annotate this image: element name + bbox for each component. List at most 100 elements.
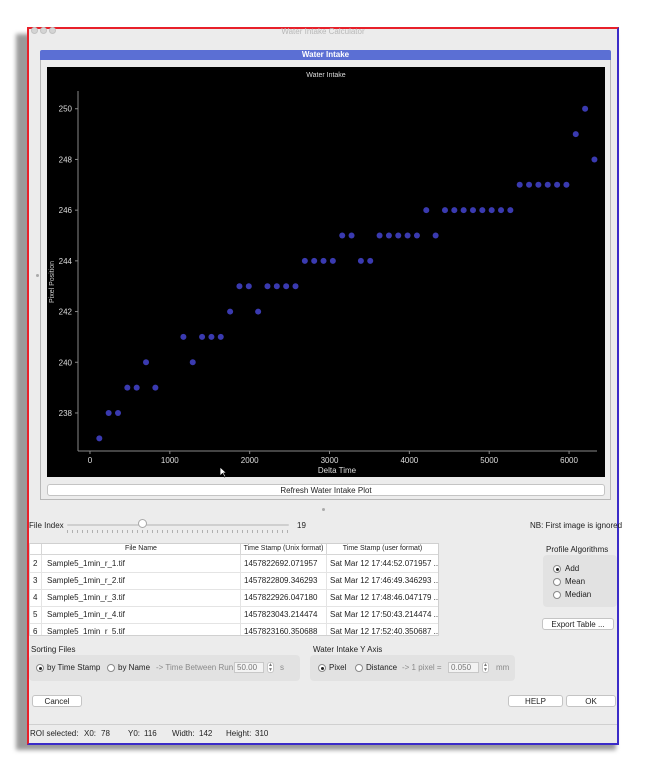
mean-option-label[interactable]: Mean <box>565 577 586 586</box>
data-point <box>357 257 364 264</box>
data-point <box>348 232 355 239</box>
sorting-files-title: Sorting Files <box>31 645 76 654</box>
roi-x0-label: X0: <box>84 729 97 738</box>
table-cell-user: Sat Mar 12 17:48:46.047179 ... <box>327 589 438 606</box>
roi-width-label: Width: <box>172 729 195 738</box>
by-time-stamp-label[interactable]: by Time Stamp <box>47 663 101 672</box>
y-tick-label: 240 <box>59 358 73 367</box>
roi-x0-value: 78 <box>101 729 110 738</box>
table-cell-name: Sample5_1min_r_3.tif <box>42 589 241 606</box>
by-name-label[interactable]: by Name <box>118 663 151 672</box>
distance-unit-label: mm <box>496 663 510 672</box>
pixel-radio[interactable] <box>318 664 326 672</box>
data-point <box>301 257 308 264</box>
data-point <box>236 283 243 290</box>
export-table-button[interactable]: Export Table ... <box>542 618 614 630</box>
add-option-label[interactable]: Add <box>565 564 580 573</box>
zoom-window-icon[interactable] <box>49 27 56 34</box>
data-point <box>488 207 495 214</box>
table-row[interactable]: 5 Sample5_1min_r_4.tif 1457823043.214474 Sa… <box>30 606 438 624</box>
file-index-slider[interactable] <box>67 524 289 526</box>
pixel-size-stepper[interactable]: ▲ ▼ <box>482 662 489 673</box>
help-button[interactable]: HELP <box>508 695 563 707</box>
scatter-plot[interactable]: Water Intake Delta Time Pixel Position 0… <box>47 67 605 477</box>
y-tick-label: 242 <box>59 308 73 317</box>
data-point <box>96 435 103 442</box>
time-between-run-label: -> Time Between Run <box>156 663 234 672</box>
data-point <box>460 207 467 214</box>
time-between-run-stepper[interactable]: ▲ ▼ <box>267 662 274 673</box>
table-cell-unix: 1457823160.350688 <box>241 623 327 635</box>
cancel-button[interactable]: Cancel <box>32 695 82 707</box>
x-tick-label: 3000 <box>321 456 339 465</box>
app-window: Water Intake Calculator Water Intake Wat… <box>27 27 623 745</box>
data-point <box>367 257 374 264</box>
data-point <box>413 232 420 239</box>
slider-knob[interactable] <box>137 519 147 528</box>
y-tick-label: 244 <box>59 257 73 266</box>
refresh-plot-button[interactable]: Refresh Water Intake Plot <box>47 484 605 496</box>
data-point <box>582 105 589 112</box>
mean-radio[interactable] <box>553 578 561 586</box>
pixel-size-input[interactable]: 0.050 <box>448 662 479 673</box>
data-point <box>264 283 271 290</box>
files-table[interactable]: File Name Time Stamp (Unix format) Time … <box>29 543 439 636</box>
x-axis-label: Delta Time <box>318 466 357 475</box>
time-between-run-input[interactable]: 50.00 <box>234 662 264 673</box>
time-unit-label: s <box>280 663 284 672</box>
first-image-note: NB: First image is ignored <box>530 521 623 530</box>
window-title: Water Intake Calculator <box>281 27 365 36</box>
data-point <box>554 181 561 188</box>
distance-radio[interactable] <box>355 664 363 672</box>
table-cell-name: Sample5_1min_r_5.tif <box>42 623 241 635</box>
column-header-file-name[interactable]: File Name <box>42 544 241 554</box>
splitter-handle-icon[interactable] <box>322 508 325 511</box>
column-header-user-time[interactable]: Time Stamp (user format) <box>327 544 438 554</box>
distance-option-label[interactable]: Distance <box>366 663 398 672</box>
data-point <box>432 232 439 239</box>
data-point <box>320 257 327 264</box>
table-row[interactable]: 3 Sample5_1min_r_2.tif 1457822809.346293 Sa… <box>30 572 438 590</box>
roi-selected-label: ROI selected: <box>30 729 79 738</box>
chart-svg: Water Intake Delta Time Pixel Position 0… <box>49 72 598 475</box>
median-radio[interactable] <box>553 591 561 599</box>
data-point <box>180 333 187 340</box>
table-row[interactable]: 2 Sample5_1min_r_1.tif 1457822692.071957 Sa… <box>30 555 438 573</box>
data-point <box>507 207 514 214</box>
data-point <box>339 232 346 239</box>
file-index-label: File Index <box>29 521 64 530</box>
close-window-icon[interactable] <box>31 27 38 34</box>
minimize-window-icon[interactable] <box>40 27 47 34</box>
table-cell-unix: 1457823043.214474 <box>241 606 327 623</box>
add-radio[interactable] <box>553 565 561 573</box>
roi-y0-label: Y0: <box>128 729 141 738</box>
column-header-unix-time[interactable]: Time Stamp (Unix format) <box>241 544 327 554</box>
data-point <box>498 207 505 214</box>
table-header: File Name Time Stamp (Unix format) Time … <box>30 544 438 555</box>
data-point <box>451 207 458 214</box>
median-option-label[interactable]: Median <box>565 590 592 599</box>
data-point <box>404 232 411 239</box>
data-point <box>591 156 598 163</box>
table-cell-user: Sat Mar 12 17:46:49.346293 ... <box>327 572 438 589</box>
pixel-option-label[interactable]: Pixel <box>329 663 347 672</box>
by-time-stamp-radio[interactable] <box>36 664 44 672</box>
by-name-radio[interactable] <box>107 664 115 672</box>
data-point <box>572 131 579 138</box>
x-tick-label: 2000 <box>241 456 259 465</box>
data-point <box>423 207 430 214</box>
data-point <box>143 359 150 366</box>
splitter-handle-icon[interactable] <box>36 274 39 277</box>
data-point <box>395 232 402 239</box>
ok-button[interactable]: OK <box>566 695 616 707</box>
table-cell-name: Sample5_1min_r_4.tif <box>42 606 241 623</box>
data-point <box>376 232 383 239</box>
y-tick-label: 250 <box>59 105 73 114</box>
sorting-files-panel: by Time Stamp by Name -> Time Between Ru… <box>29 655 300 681</box>
table-row[interactable]: 4 Sample5_1min_r_3.tif 1457822926.047180 Sa… <box>30 589 438 607</box>
table-cell-unix: 1457822692.071957 <box>241 555 327 572</box>
data-point <box>329 257 336 264</box>
x-tick-label: 4000 <box>400 456 418 465</box>
profile-algorithms-panel: Add Mean Median <box>543 555 617 607</box>
table-row[interactable]: 6 Sample5_1min_r_5.tif 1457823160.350688 Sa… <box>30 623 438 635</box>
